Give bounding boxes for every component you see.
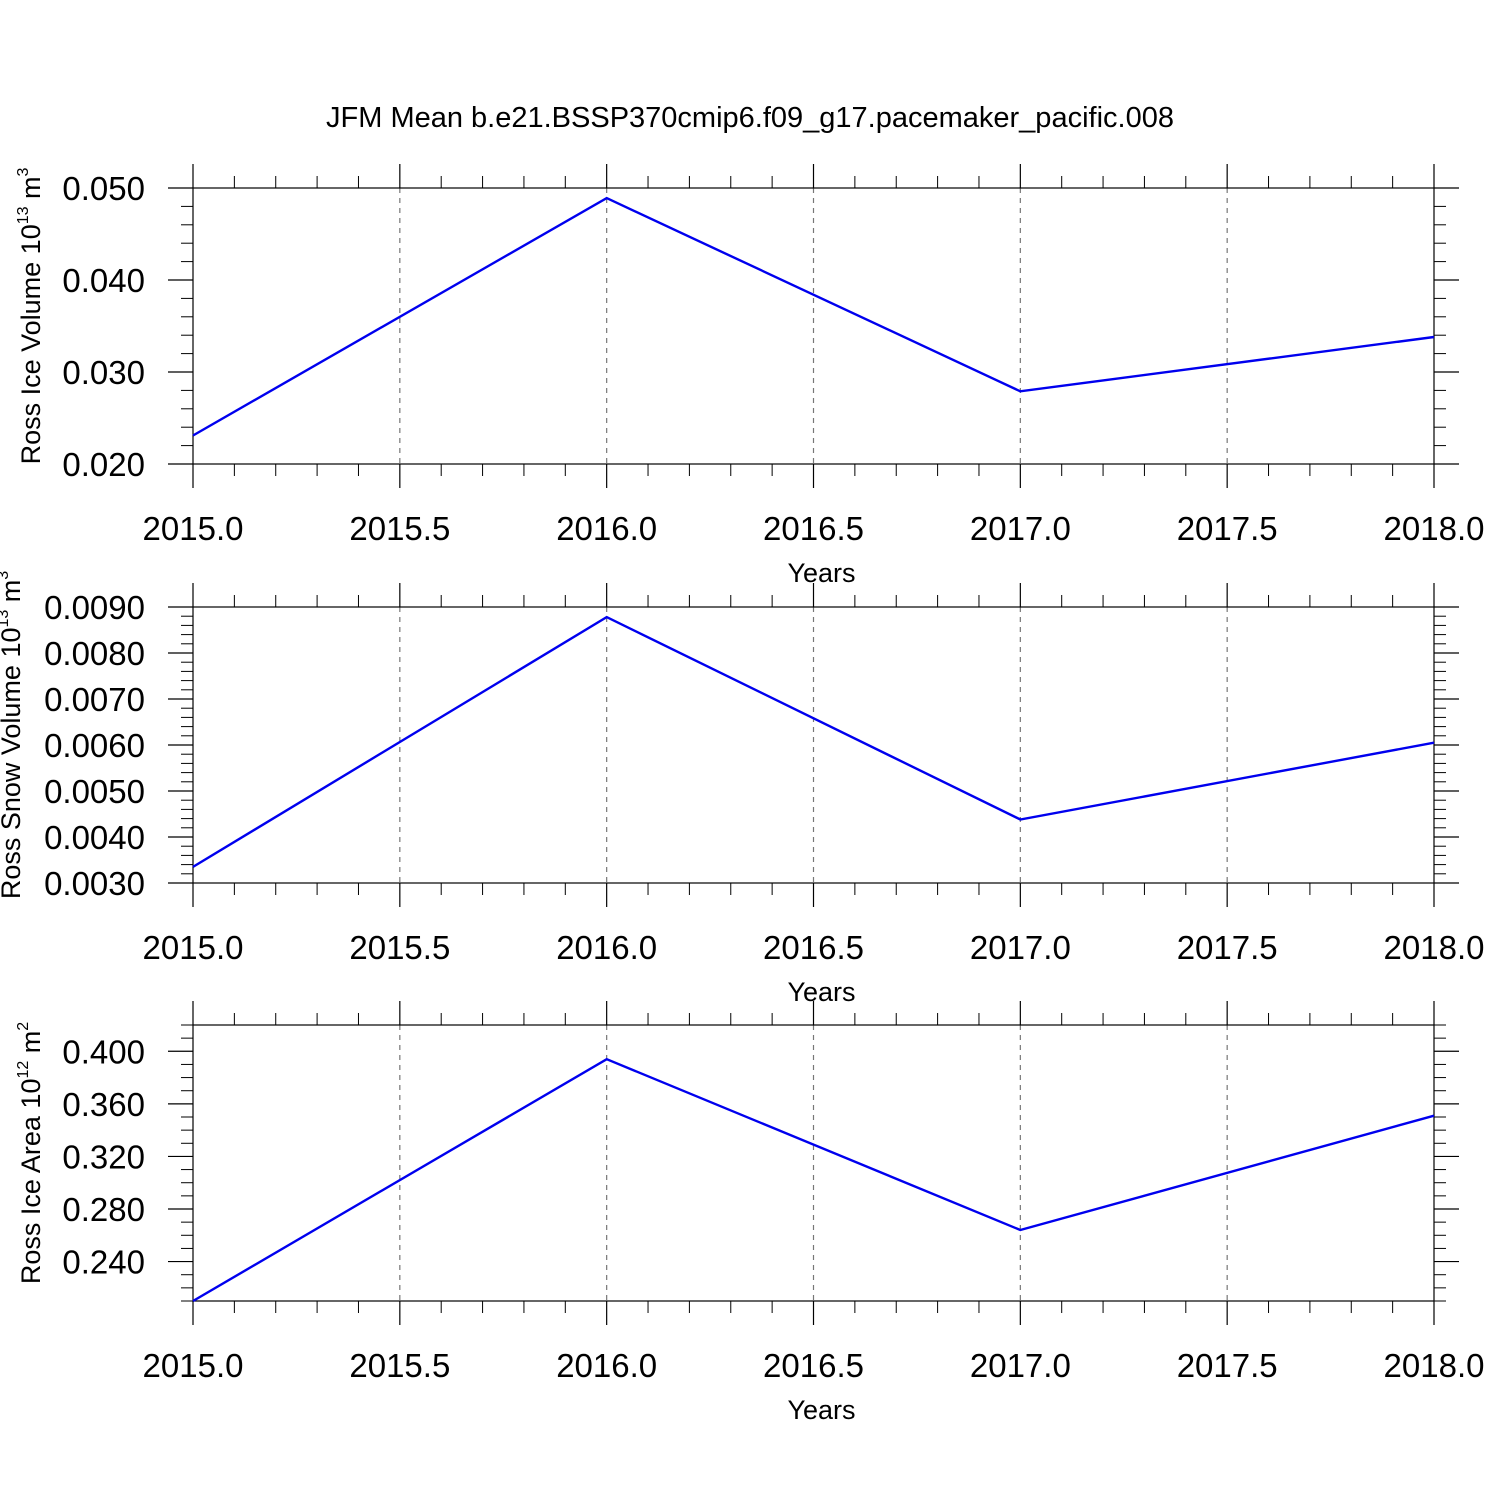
x-tick-label: 2015.0 bbox=[143, 1347, 244, 1384]
y-tick-label: 0.0030 bbox=[44, 865, 145, 902]
y-tick-label: 0.030 bbox=[62, 354, 145, 391]
x-tick-label: 2016.0 bbox=[556, 1347, 657, 1384]
y-tick-label: 0.400 bbox=[62, 1033, 145, 1070]
x-tick-label: 2015.0 bbox=[143, 929, 244, 966]
x-tick-label: 2017.5 bbox=[1177, 510, 1278, 547]
y-tick-label: 0.050 bbox=[62, 170, 145, 207]
x-tick-label: 2018.0 bbox=[1384, 1347, 1485, 1384]
y-tick-label: 0.240 bbox=[62, 1244, 145, 1281]
x-tick-label: 2016.5 bbox=[763, 1347, 864, 1384]
series-line-1 bbox=[192, 196, 1435, 437]
series-line-1 bbox=[192, 615, 1435, 868]
panel-2: 2015.0 2015.5 2016.0 2016.5 2017.0 2017.5 2018… bbox=[0, 571, 1484, 1007]
y-tick-label: 0.280 bbox=[62, 1191, 145, 1228]
x-tick-label: 2017.0 bbox=[970, 510, 1071, 547]
figure-title: JFM Mean b.e21.BSSP370cmip6.f09_g17.pace… bbox=[326, 102, 1174, 134]
y-tick-label: 0.360 bbox=[62, 1086, 145, 1123]
x-tick-label: 2017.5 bbox=[1177, 1347, 1278, 1384]
series-line-1 bbox=[192, 1057, 1435, 1303]
x-tick-label: 2017.5 bbox=[1177, 929, 1278, 966]
x-axis-label: Years bbox=[787, 1395, 855, 1425]
x-tick-label: 2015.0 bbox=[143, 510, 244, 547]
panel-1: 2015.0 2015.5 2016.0 2016.5 2017.0 2017.5 2018… bbox=[15, 164, 1484, 588]
y-tick-label: 0.320 bbox=[62, 1138, 145, 1175]
y-tick-label: 0.0050 bbox=[44, 773, 145, 810]
panels: 2015.0 2015.5 2016.0 2016.5 2017.0 2017.5 2018… bbox=[0, 164, 1484, 1425]
x-axis-label: Years bbox=[787, 977, 855, 1007]
x-tick-label: 2016.5 bbox=[763, 510, 864, 547]
x-tick-label: 2018.0 bbox=[1384, 510, 1485, 547]
y-tick-label: 0.0040 bbox=[44, 819, 145, 856]
x-tick-label: 2017.0 bbox=[970, 929, 1071, 966]
x-axis-label: Years bbox=[787, 558, 855, 588]
x-tick-label: 2016.0 bbox=[556, 510, 657, 547]
panel-3: 2015.0 2015.5 2016.0 2016.5 2017.0 2017.5 2018… bbox=[15, 1001, 1484, 1425]
x-tick-label: 2018.0 bbox=[1384, 929, 1485, 966]
x-tick-label: 2015.5 bbox=[349, 929, 450, 966]
y-axis-label: Ross Ice Volume 1013 m3 bbox=[15, 167, 46, 464]
y-axis-label: Ross Snow Volume 1013 m3 bbox=[0, 571, 26, 899]
x-tick-label: 2015.5 bbox=[349, 510, 450, 547]
y-tick-label: 0.020 bbox=[62, 446, 145, 483]
x-tick-label: 2016.0 bbox=[556, 929, 657, 966]
x-tick-label: 2017.0 bbox=[970, 1347, 1071, 1384]
x-tick-label: 2015.5 bbox=[349, 1347, 450, 1384]
y-tick-label: 0.0060 bbox=[44, 727, 145, 764]
y-axis-label: Ross Ice Area 1012 m2 bbox=[15, 1022, 46, 1284]
y-tick-label: 0.0080 bbox=[44, 635, 145, 672]
y-tick-label: 0.0070 bbox=[44, 681, 145, 718]
y-tick-label: 0.0090 bbox=[44, 589, 145, 626]
x-tick-label: 2016.5 bbox=[763, 929, 864, 966]
y-tick-label: 0.040 bbox=[62, 262, 145, 299]
